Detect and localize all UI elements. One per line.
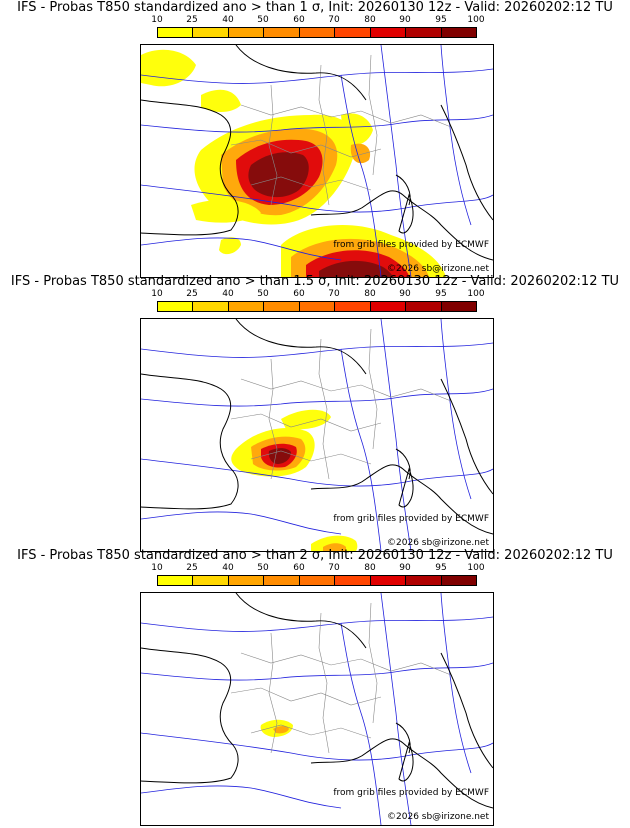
colorbar-swatch bbox=[158, 576, 194, 585]
probability-field bbox=[231, 409, 358, 551]
rivers bbox=[141, 319, 493, 551]
map-credit: from grib files provided by ECMWF bbox=[333, 788, 489, 798]
tick-label: 100 bbox=[467, 15, 485, 25]
coastline bbox=[141, 319, 493, 535]
tick-label: 10 bbox=[151, 15, 163, 25]
region-borders bbox=[230, 602, 452, 754]
region-borders bbox=[230, 328, 452, 480]
colorbar-swatch bbox=[335, 302, 371, 311]
tick-label: 100 bbox=[467, 289, 485, 299]
colorbar-swatch bbox=[299, 302, 336, 311]
tick-label: 80 bbox=[364, 289, 376, 299]
tick-label: 10 bbox=[151, 563, 163, 573]
colorbar-swatch bbox=[370, 302, 407, 311]
map-copyright: ©2026 sb@irizone.net bbox=[387, 812, 489, 822]
colorbar bbox=[157, 301, 477, 312]
colorbar-swatch bbox=[370, 28, 407, 37]
tick-label: 60 bbox=[293, 563, 305, 573]
tick-label: 90 bbox=[399, 15, 411, 25]
tick-label: 60 bbox=[293, 15, 305, 25]
colorbar-swatch bbox=[264, 28, 300, 37]
colorbar-swatch bbox=[406, 28, 442, 37]
tick-label: 90 bbox=[399, 289, 411, 299]
panel-title: IFS - Probas T850 standardized ano > tha… bbox=[17, 548, 613, 563]
probability-field bbox=[141, 49, 446, 277]
tick-label: 70 bbox=[328, 15, 340, 25]
map-credit: from grib files provided by ECMWF bbox=[333, 240, 489, 250]
colorbar-swatch bbox=[299, 28, 336, 37]
panel-1sigma: IFS - Probas T850 standardized ano > tha… bbox=[0, 0, 630, 278]
map: from grib files provided by ECMWF ©2026 … bbox=[140, 318, 494, 552]
map: from grib files provided by ECMWF ©2026 … bbox=[140, 44, 494, 278]
colorbar-swatch bbox=[264, 576, 300, 585]
tick-label: 95 bbox=[435, 289, 447, 299]
colorbar-swatch bbox=[228, 302, 265, 311]
probability-field bbox=[260, 719, 293, 737]
colorbar-swatch bbox=[335, 576, 371, 585]
map-copyright: ©2026 sb@irizone.net bbox=[387, 538, 489, 548]
map: from grib files provided by ECMWF ©2026 … bbox=[140, 592, 494, 826]
tick-label: 90 bbox=[399, 563, 411, 573]
coastline bbox=[141, 593, 493, 809]
tick-label: 70 bbox=[328, 289, 340, 299]
colorbar-ticks: 10 25 40 50 60 70 80 90 95 100 bbox=[151, 289, 484, 301]
tick-label: 10 bbox=[151, 289, 163, 299]
colorbar-swatch bbox=[193, 576, 229, 585]
colorbar-swatch bbox=[228, 576, 265, 585]
panel-1-5sigma: IFS - Probas T850 standardized ano > tha… bbox=[0, 274, 630, 552]
tick-label: 95 bbox=[435, 15, 447, 25]
tick-label: 40 bbox=[222, 15, 234, 25]
tick-label: 50 bbox=[257, 563, 269, 573]
colorbar-swatch bbox=[158, 28, 194, 37]
colorbar-swatch bbox=[158, 302, 194, 311]
region-borders bbox=[230, 54, 452, 206]
tick-label: 40 bbox=[222, 289, 234, 299]
panel-title: IFS - Probas T850 standardized ano > tha… bbox=[17, 0, 613, 15]
tick-label: 80 bbox=[364, 563, 376, 573]
colorbar-swatch bbox=[228, 28, 265, 37]
colorbar-swatch bbox=[264, 302, 300, 311]
tick-label: 25 bbox=[186, 15, 198, 25]
colorbar-swatch bbox=[193, 302, 229, 311]
colorbar-swatch bbox=[441, 576, 476, 585]
colorbar-swatch bbox=[441, 28, 476, 37]
tick-label: 50 bbox=[257, 289, 269, 299]
map-credit: from grib files provided by ECMWF bbox=[333, 514, 489, 524]
colorbar-swatch bbox=[441, 302, 476, 311]
tick-label: 60 bbox=[293, 289, 305, 299]
panel-title: IFS - Probas T850 standardized ano > tha… bbox=[10, 274, 620, 289]
tick-label: 100 bbox=[467, 563, 485, 573]
tick-label: 40 bbox=[222, 563, 234, 573]
rivers bbox=[141, 593, 493, 825]
colorbar-swatch bbox=[370, 576, 407, 585]
tick-label: 50 bbox=[257, 15, 269, 25]
colorbar-ticks: 10 25 40 50 60 70 80 90 95 100 bbox=[151, 15, 484, 27]
colorbar-swatch bbox=[406, 576, 442, 585]
colorbar-swatch bbox=[193, 28, 229, 37]
coastline bbox=[141, 45, 493, 261]
tick-label: 25 bbox=[186, 289, 198, 299]
tick-label: 95 bbox=[435, 563, 447, 573]
colorbar-swatch bbox=[299, 576, 336, 585]
colorbar-ticks: 10 25 40 50 60 70 80 90 95 100 bbox=[151, 563, 484, 575]
colorbar-swatch bbox=[335, 28, 371, 37]
rivers bbox=[141, 45, 493, 277]
colorbar bbox=[157, 575, 477, 586]
tick-label: 80 bbox=[364, 15, 376, 25]
colorbar-swatch bbox=[406, 302, 442, 311]
tick-label: 25 bbox=[186, 563, 198, 573]
panel-2sigma: IFS - Probas T850 standardized ano > tha… bbox=[0, 548, 630, 826]
colorbar bbox=[157, 27, 477, 38]
map-copyright: ©2026 sb@irizone.net bbox=[387, 264, 489, 274]
tick-label: 70 bbox=[328, 563, 340, 573]
